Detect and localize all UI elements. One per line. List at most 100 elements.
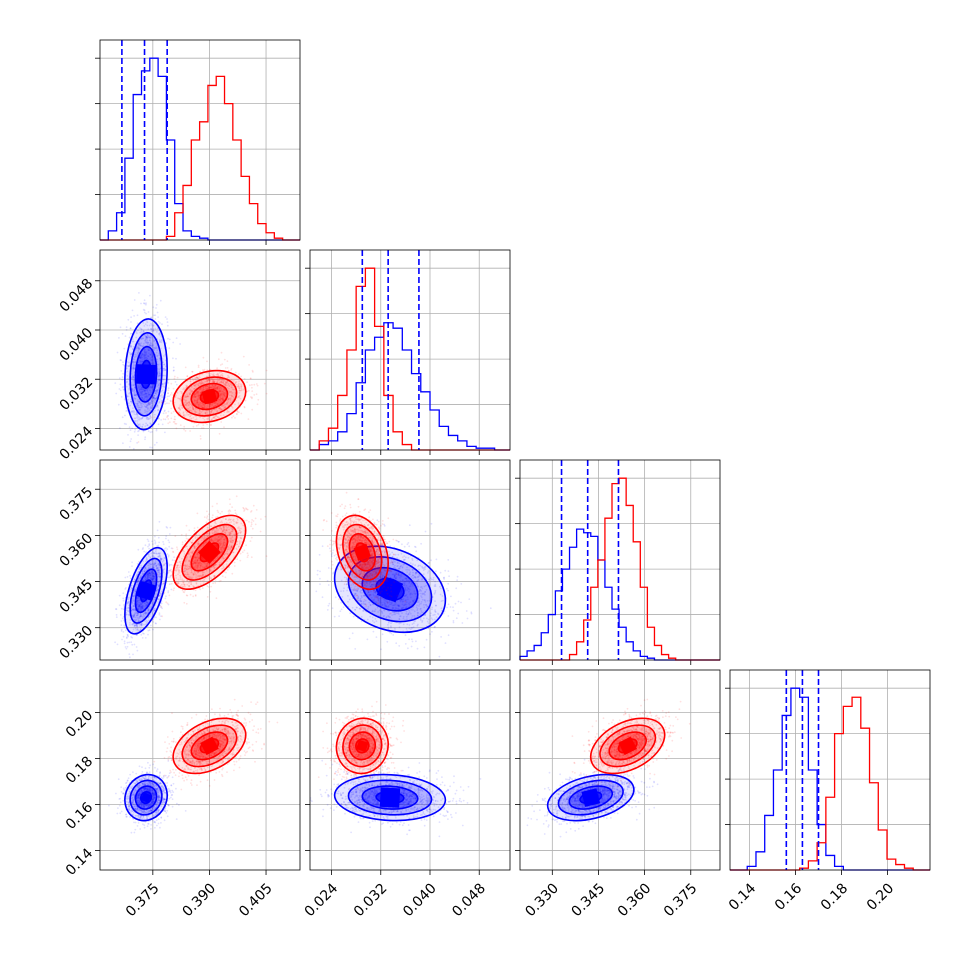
scatter-point [250,521,253,524]
scatter-point [159,341,161,343]
scatter-point [187,395,190,398]
scatter-point [163,355,165,357]
scatter-point [158,398,161,400]
scatter-point [157,417,160,420]
scatter-point [214,384,217,387]
scatter-point [207,386,210,389]
scatter-point [172,410,175,413]
scatter-point [221,378,224,381]
scatter-point [144,395,146,398]
scatter-point [221,404,224,407]
scatter-point [187,395,189,398]
scatter-point [181,543,184,546]
scatter-point [208,378,211,381]
scatter-point [212,380,214,383]
scatter-point [217,398,220,401]
scatter-point [129,327,132,330]
scatter-point [220,421,223,423]
scatter-point [202,386,205,389]
scatter-point [233,394,236,396]
scatter-point [140,357,142,360]
scatter-point [143,302,146,305]
scatter-point [197,398,200,400]
scatter-point [175,337,178,339]
scatter-point [132,367,135,370]
scatter-point [226,360,229,363]
scatter-point [203,404,206,407]
scatter-point [250,523,253,526]
scatter-point [169,575,172,577]
scatter-point [231,395,233,397]
scatter-point [136,422,139,425]
scatter-point [129,327,132,330]
scatter-point [147,355,150,358]
scatter-point [137,329,139,332]
scatter-point [206,387,209,390]
scatter-point [209,403,212,406]
scatter-point [200,379,203,382]
scatter-point [127,361,130,364]
scatter-point [160,602,163,605]
scatter-point [141,637,144,639]
scatter-point [152,329,155,332]
scatter-point [148,336,151,338]
scatter-point [219,579,222,582]
scatter-point [144,323,147,325]
scatter-point [210,411,213,413]
scatter-point [140,385,143,388]
scatter-point [138,348,141,351]
scatter-point [130,345,132,347]
scatter-point [173,375,176,378]
scatter-point [232,391,234,394]
scatter-point [145,403,148,406]
scatter-point [131,643,134,646]
scatter-point [158,378,161,381]
scatter-point [179,398,182,401]
scatter-point [186,395,188,398]
scatter-point [265,392,268,395]
scatter-point [127,365,130,368]
scatter-point [220,388,223,391]
scatter-point [125,637,128,639]
scatter-point [239,552,242,555]
scatter-point [141,397,144,399]
scatter-point [148,401,151,404]
scatter-point [149,414,152,417]
scatter-point [142,322,145,324]
scatter-point [196,376,199,379]
scatter-point [167,392,170,394]
scatter-point [156,358,158,361]
scatter-point [140,328,143,330]
scatter-point [134,349,137,351]
scatter-point [144,334,147,337]
scatter-point [168,583,171,586]
scatter-point [136,402,139,405]
scatter-point [133,419,136,422]
scatter-point [202,385,205,388]
scatter-point [151,362,153,365]
scatter-point [192,378,194,380]
scatter-point [126,634,129,637]
scatter-point [124,646,127,648]
scatter-point [147,416,149,419]
scatter-point [138,400,141,403]
scatter-point [240,412,243,415]
scatter-point [195,377,198,379]
scatter-point [163,548,166,550]
scatter-point [194,408,197,411]
scatter-point [141,356,143,359]
scatter-point [209,386,212,389]
scatter-point [145,340,148,343]
scatter-point [158,520,161,523]
scatter-point [203,418,206,421]
scatter-point [142,388,145,391]
scatter-point [122,604,125,606]
scatter-point [144,637,147,639]
scatter-point [149,353,152,356]
scatter-point [221,390,224,393]
scatter-point [135,393,137,396]
scatter-point [133,299,136,301]
scatter-point [141,394,144,396]
scatter-point [235,495,238,498]
scatter-point [218,407,220,410]
